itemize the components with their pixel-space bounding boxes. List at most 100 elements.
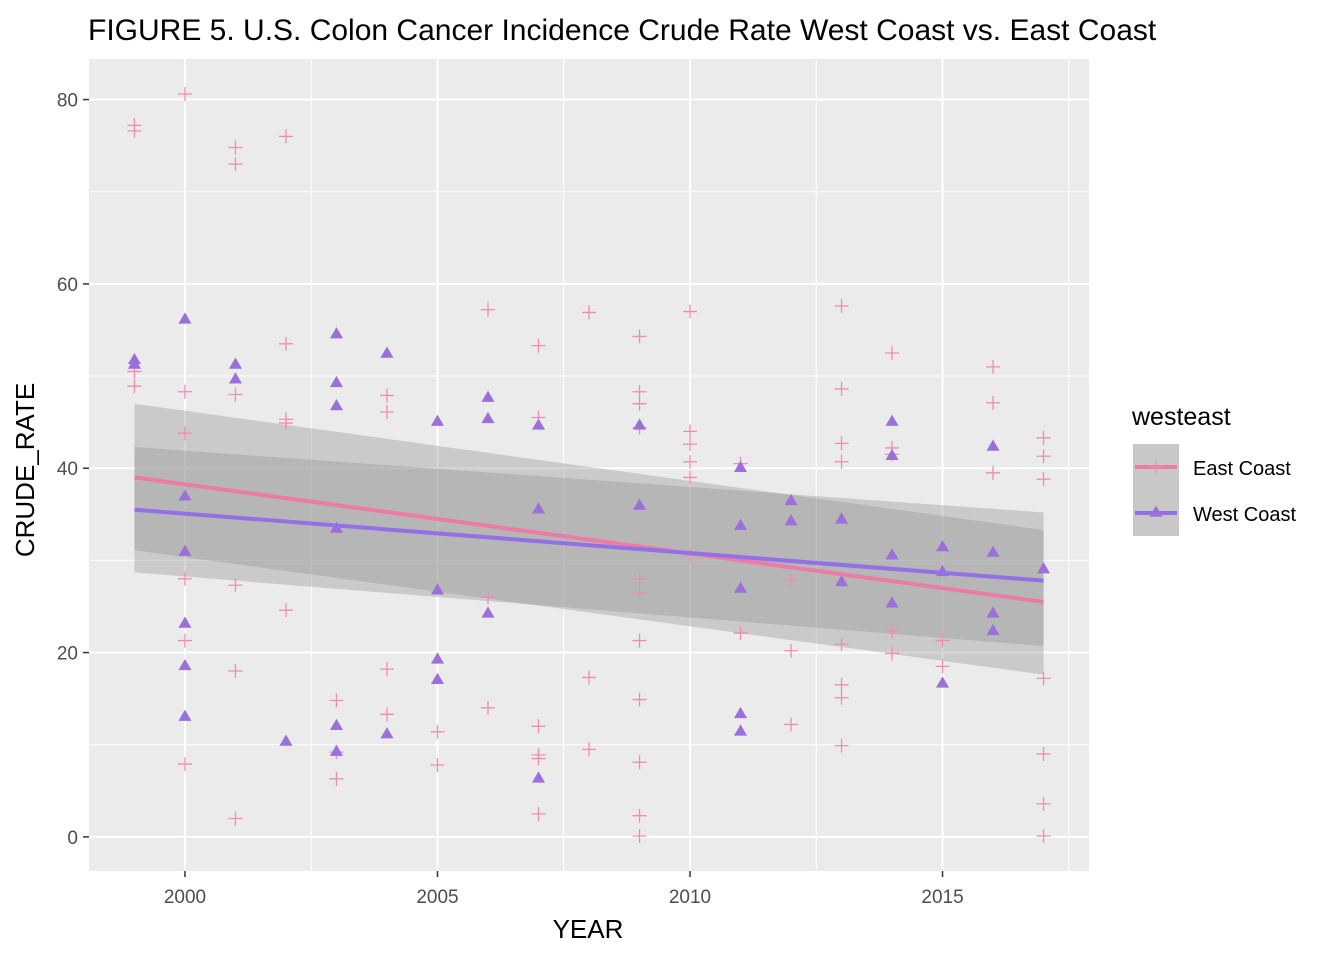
data-point-triangle bbox=[784, 514, 798, 526]
data-point-cross bbox=[784, 717, 799, 732]
data-point-cross bbox=[834, 677, 849, 692]
data-point-cross bbox=[379, 707, 394, 722]
data-point-cross bbox=[784, 643, 799, 658]
data-point-cross bbox=[885, 346, 900, 361]
data-point-triangle bbox=[430, 414, 445, 426]
trend-lines bbox=[134, 475, 1044, 604]
data-point-cross bbox=[531, 806, 546, 821]
data-point-triangle bbox=[380, 346, 394, 358]
data-point-triangle bbox=[885, 548, 899, 560]
data-point-cross bbox=[1036, 828, 1051, 843]
data-point-triangle bbox=[531, 502, 546, 514]
data-point-triangle bbox=[329, 744, 343, 756]
data-point-triangle bbox=[632, 418, 647, 430]
data-point-triangle bbox=[178, 489, 192, 501]
data-point-triangle bbox=[481, 411, 495, 424]
data-point-cross bbox=[683, 437, 698, 452]
data-point-triangle bbox=[835, 575, 849, 587]
data-point-cross bbox=[531, 751, 546, 766]
data-point-triangle bbox=[228, 357, 242, 369]
y-tick-label: 60 bbox=[57, 275, 78, 296]
data-point-triangle bbox=[279, 734, 293, 746]
data-point-triangle bbox=[1149, 505, 1163, 517]
x-tick-label: 2010 bbox=[669, 887, 711, 908]
data-point-triangle bbox=[380, 727, 394, 739]
data-point-triangle bbox=[329, 718, 343, 731]
data-point-cross bbox=[531, 719, 546, 734]
data-point-triangle bbox=[986, 606, 1000, 618]
data-point-cross bbox=[480, 302, 495, 317]
data-point-cross bbox=[683, 454, 698, 469]
data-point-cross bbox=[531, 338, 546, 353]
data-point-cross bbox=[834, 454, 849, 469]
data-point-triangle bbox=[127, 357, 141, 369]
data-point-cross bbox=[177, 426, 192, 441]
data-point-cross bbox=[986, 395, 1001, 410]
x-tick-label: 2015 bbox=[921, 887, 963, 908]
data-point-cross bbox=[986, 359, 1001, 374]
data-point-cross bbox=[177, 571, 192, 586]
data-point-triangle bbox=[986, 545, 1000, 557]
data-point-cross bbox=[177, 384, 192, 399]
legend: westeast East Coast West Coast bbox=[1131, 403, 1296, 536]
data-point-triangle bbox=[481, 390, 495, 402]
data-point-triangle bbox=[228, 372, 242, 384]
trend-line bbox=[134, 507, 1044, 583]
data-point-triangle bbox=[178, 709, 192, 721]
data-point-triangle bbox=[733, 581, 748, 593]
data-point-triangle bbox=[936, 539, 950, 552]
data-point-cross bbox=[1036, 449, 1051, 464]
data-point-cross bbox=[228, 140, 243, 155]
data-point-triangle bbox=[329, 375, 343, 388]
data-point-triangle bbox=[632, 498, 647, 510]
data-point-triangle bbox=[733, 460, 748, 472]
y-tick-label: 80 bbox=[57, 91, 78, 112]
x-tick-label: 2005 bbox=[416, 887, 458, 908]
data-point-triangle bbox=[329, 398, 343, 411]
data-point-cross bbox=[733, 626, 748, 641]
data-point-cross bbox=[986, 465, 1001, 480]
data-point-cross bbox=[379, 405, 394, 420]
data-point-cross bbox=[177, 87, 192, 102]
data-point-cross bbox=[228, 157, 243, 172]
data-point-cross bbox=[784, 572, 799, 587]
data-point-triangle bbox=[178, 544, 192, 556]
data-point-cross bbox=[683, 424, 698, 439]
data-point-triangle bbox=[531, 418, 546, 430]
data-point-cross bbox=[1036, 746, 1051, 761]
data-point-triangle bbox=[784, 493, 798, 506]
data-point-cross bbox=[885, 624, 900, 639]
y-axis-title: CRUDE_RATE bbox=[10, 383, 40, 557]
data-point-cross bbox=[430, 724, 445, 739]
data-point-cross bbox=[582, 670, 596, 685]
y-tick-label: 40 bbox=[57, 459, 78, 480]
data-point-cross bbox=[632, 329, 647, 344]
data-point-cross bbox=[228, 387, 243, 402]
data-point-cross bbox=[632, 384, 647, 399]
data-point-triangle bbox=[986, 439, 1000, 451]
data-point-cross bbox=[228, 578, 243, 593]
data-point-triangle bbox=[178, 616, 192, 628]
axis-ticks: 2000 2005 2010 2015 0 20 40 60 80 bbox=[57, 91, 964, 908]
data-point-triangle bbox=[178, 312, 192, 324]
data-point-triangle bbox=[733, 518, 748, 531]
data-point-triangle bbox=[885, 448, 899, 460]
data-point-cross bbox=[329, 693, 344, 708]
data-point-triangle bbox=[178, 658, 192, 671]
data-point-triangle bbox=[1037, 562, 1051, 574]
data-point-cross bbox=[177, 757, 192, 772]
y-tick-label: 20 bbox=[57, 644, 78, 665]
data-point-cross bbox=[228, 663, 243, 678]
legend-label: West Coast bbox=[1193, 504, 1296, 526]
data-point-triangle bbox=[885, 596, 899, 608]
data-point-cross bbox=[278, 416, 293, 431]
data-point-cross bbox=[278, 603, 293, 618]
data-point-triangle bbox=[430, 583, 445, 595]
data-point-triangle bbox=[329, 327, 343, 339]
data-point-triangle bbox=[481, 606, 495, 618]
y-tick-label: 0 bbox=[67, 828, 78, 849]
data-point-cross bbox=[177, 633, 192, 648]
data-point-cross bbox=[632, 571, 647, 586]
data-point-triangle bbox=[936, 676, 950, 688]
data-point-cross bbox=[683, 304, 698, 319]
